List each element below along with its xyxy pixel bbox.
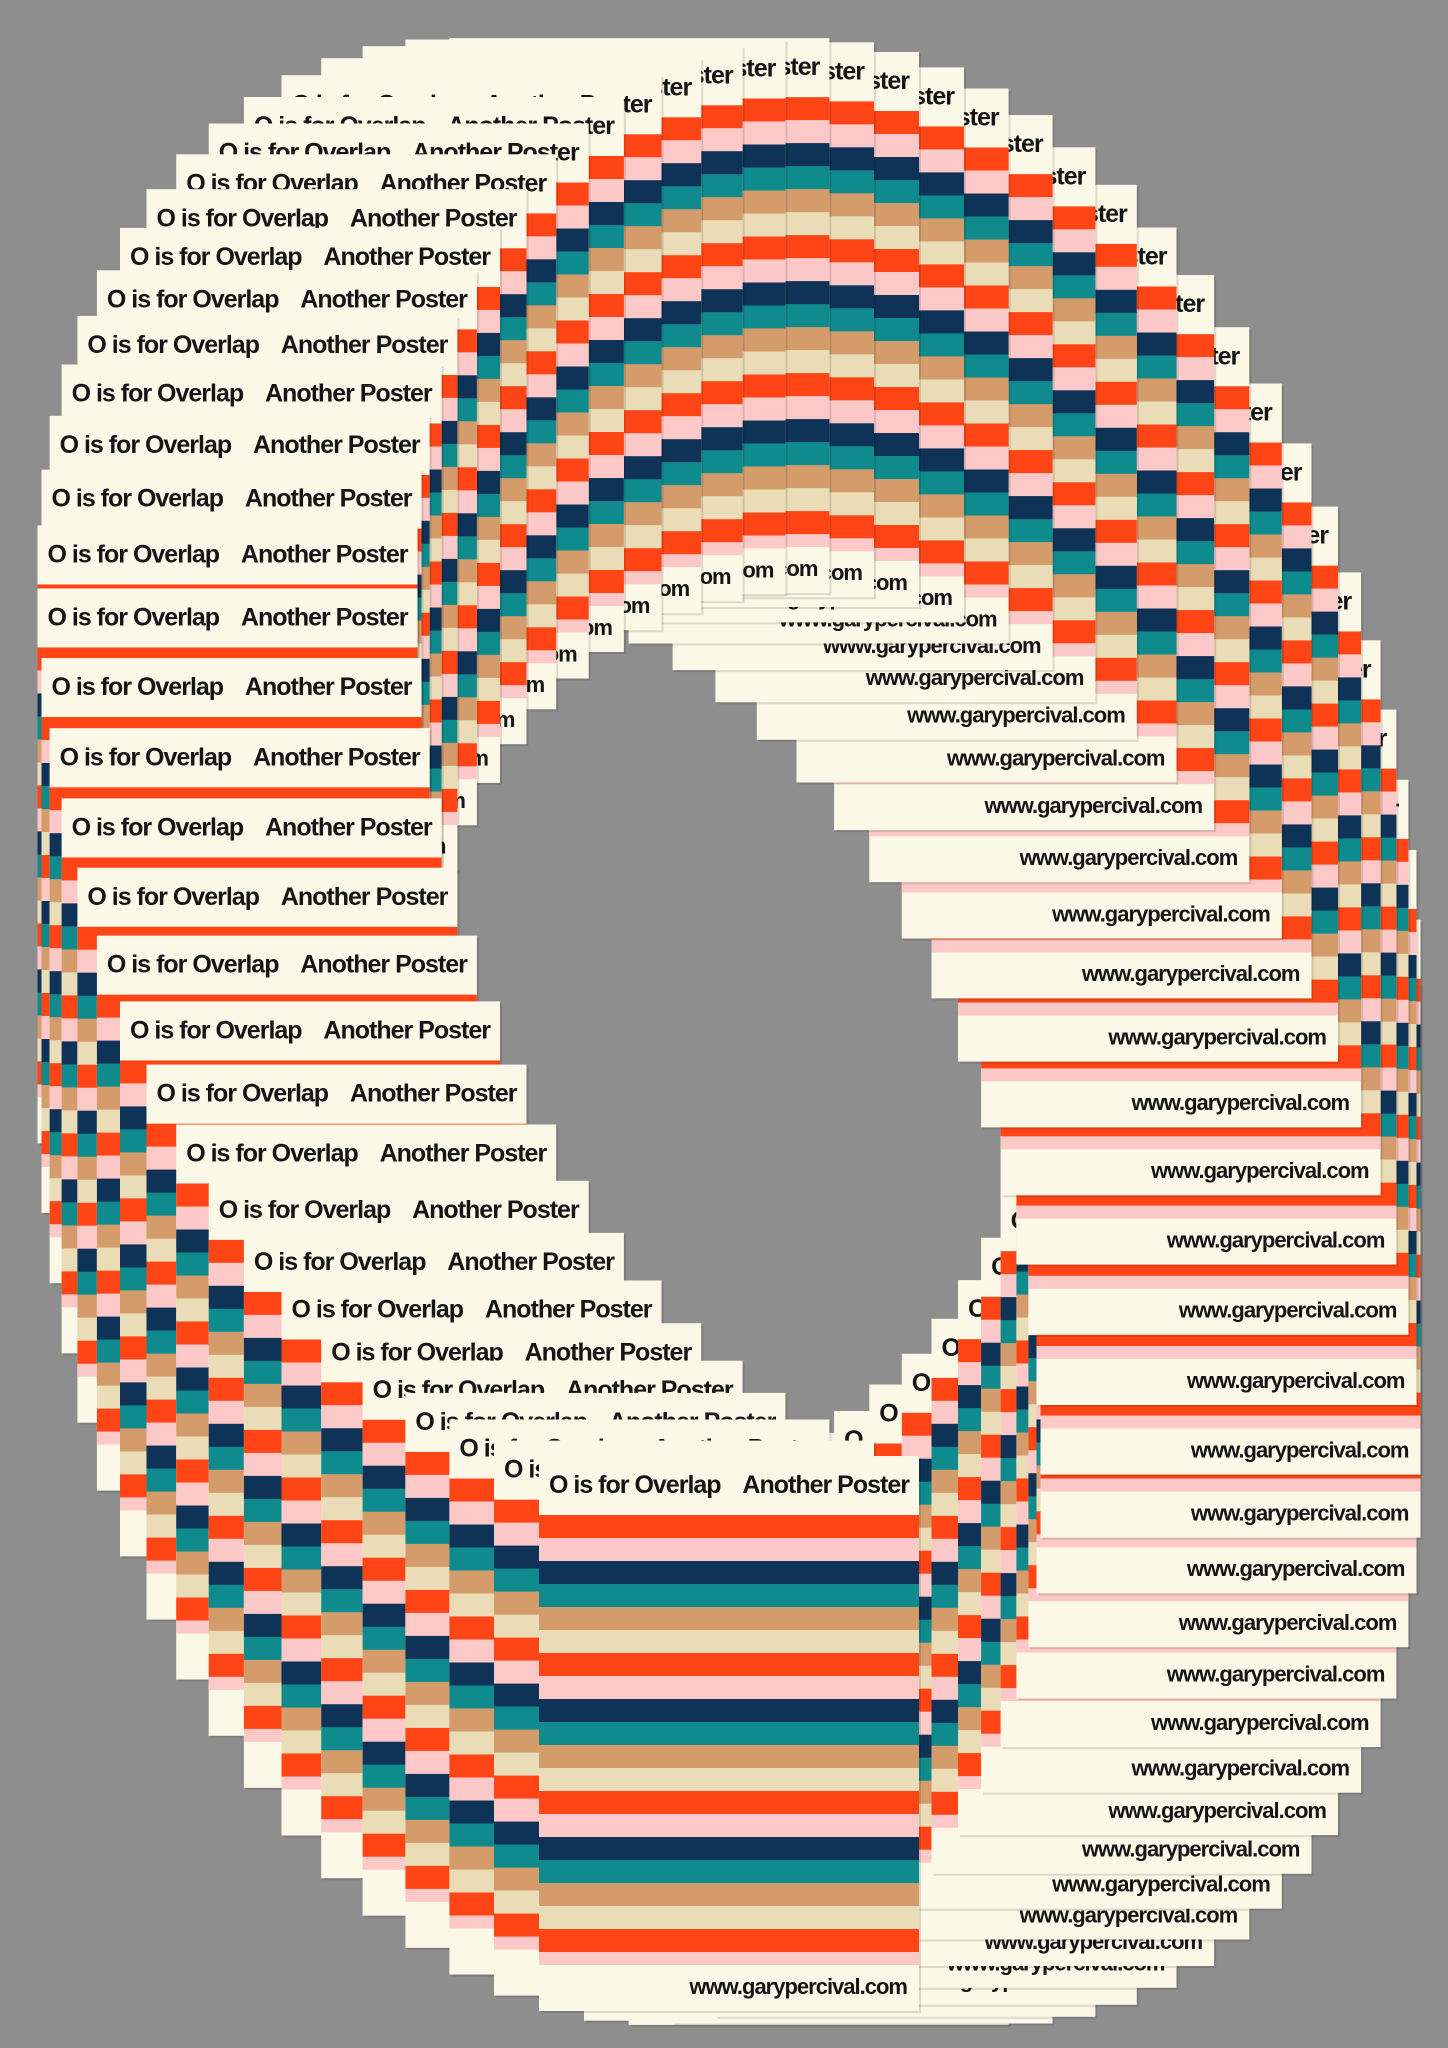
card-subtitle: Another Poster [350,204,518,232]
card-subtitle: Another Poster [265,380,433,408]
card-subtitle: Another Poster [281,883,449,911]
card-subtitle: Another Poster [485,1296,653,1324]
card-url: www.garypercival.com [1081,961,1300,986]
card-title: O is for Overlap [107,951,279,979]
card-title: O is for Overlap [107,285,279,313]
card-title: O is for Overlap [52,673,224,701]
card-title: O is for Overlap [87,883,259,911]
card-subtitle: Another Poster [281,331,449,359]
card-url: www.garypercival.com [1190,1500,1409,1525]
card-subtitle: Another Poster [742,1471,910,1499]
card-title: O is for Overlap [87,331,259,359]
card-subtitle: Another Poster [245,485,413,513]
card-url: www.garypercival.com [1051,1872,1270,1897]
card-title: O is for Overlap [157,204,329,232]
card-subtitle: Another Poster [253,431,421,459]
card-url: www.garypercival.com [1019,845,1238,870]
card-title: O is for Overlap [219,1196,391,1224]
card-url: www.garypercival.com [983,793,1202,818]
card-subtitle: Another Poster [447,1248,615,1276]
card-url: www.garypercival.com [1178,1298,1397,1323]
card-url: www.garypercival.com [1081,1837,1300,1862]
card-subtitle: Another Poster [380,1140,548,1168]
card-subtitle: Another Poster [241,604,409,632]
card-title: O is for Overlap [48,604,220,632]
card-url: www.garypercival.com [1186,1368,1405,1393]
card-subtitle: Another Poster [265,814,433,842]
card-url: www.garypercival.com [688,1974,907,1999]
card-subtitle: Another Poster [412,1196,580,1224]
card-subtitle: Another Poster [300,951,468,979]
card-title: O is for Overlap [157,1080,329,1108]
card-title: O is for Overlap [549,1471,721,1499]
card-url: www.garypercival.com [1107,1798,1326,1823]
card-stripes [539,1515,919,1965]
card-title: O is for Overlap [52,485,224,513]
card-title: O is for Overlap [186,1140,358,1168]
card-subtitle: Another Poster [253,743,421,771]
card-title: O is for Overlap [60,431,232,459]
card-title: O is for Overlap [48,541,220,569]
card-title: O is for Overlap [72,814,244,842]
card-url: www.garypercival.com [1150,1710,1369,1735]
card-title: O is for Overlap [72,380,244,408]
card-title: O is for Overlap [60,743,232,771]
card-url: www.garypercival.com [1190,1437,1409,1462]
card-url: www.garypercival.com [906,703,1125,728]
card-url: www.garypercival.com [1186,1556,1405,1581]
card-subtitle: Another Poster [350,1080,518,1108]
card-subtitle: Another Poster [323,1017,491,1045]
card-url: www.garypercival.com [1130,1090,1349,1115]
card-title: O is for Overlap [254,1248,426,1276]
card-title: O is for Overlap [292,1296,464,1324]
card-subtitle: Another Poster [300,285,468,313]
card-url: www.garypercival.com [1166,1227,1385,1252]
card-subtitle: Another Poster [241,541,409,569]
poster-card: O is for Overlap Another Poster www.garype… [539,1456,921,2013]
card-url: www.garypercival.com [1051,901,1270,926]
card-url: www.garypercival.com [946,745,1165,770]
card-url: www.garypercival.com [1130,1756,1349,1781]
card-url: www.garypercival.com [1166,1661,1385,1686]
card-subtitle: Another Poster [245,673,413,701]
card-subtitle: Another Poster [323,243,491,271]
card-url: www.garypercival.com [1178,1610,1397,1635]
card-url: www.garypercival.com [1107,1024,1326,1049]
card-url: www.garypercival.com [1150,1158,1369,1183]
card-title: O is for Overlap [130,1017,302,1045]
card-title: O is for Overlap [130,243,302,271]
